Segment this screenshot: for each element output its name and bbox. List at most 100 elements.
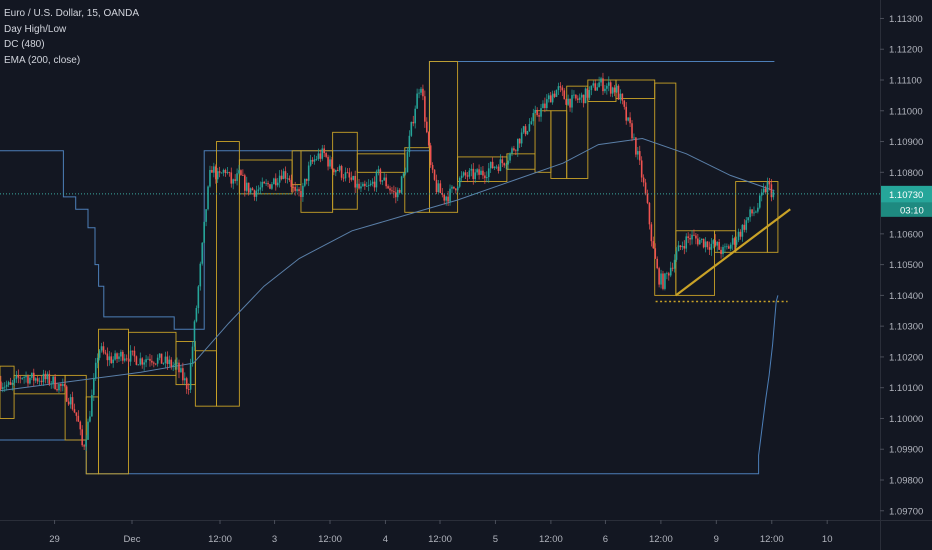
candle-body xyxy=(416,93,418,109)
candle-body xyxy=(29,377,31,384)
candle-body xyxy=(199,263,202,287)
candle-body xyxy=(418,92,420,94)
candle-body xyxy=(73,409,76,413)
candle-body xyxy=(582,94,585,104)
day-box xyxy=(128,331,177,376)
candle-body xyxy=(174,363,176,366)
x-tick-label: 12:00 xyxy=(318,534,342,545)
candle-body xyxy=(460,175,463,178)
candle-body xyxy=(383,177,386,181)
candle-body xyxy=(350,177,353,180)
candle-body xyxy=(83,445,85,447)
candle-body xyxy=(540,108,542,117)
candle-body xyxy=(739,231,742,237)
countdown-bg xyxy=(881,202,932,217)
y-tick-label: 1.10800 xyxy=(889,168,923,179)
candle-body xyxy=(87,421,89,440)
candle-body xyxy=(36,378,39,382)
x-tick-label: 12:00 xyxy=(649,534,673,545)
candle-body xyxy=(524,126,527,135)
candle-body xyxy=(23,377,25,379)
legend-study-ema[interactable]: EMA (200, close) xyxy=(4,54,81,66)
candle-body xyxy=(542,103,544,109)
candle-body xyxy=(638,151,641,161)
y-tick-label: 1.11000 xyxy=(889,106,923,117)
candle-body xyxy=(648,202,651,225)
candle-body xyxy=(466,175,469,177)
candle-body xyxy=(652,241,655,249)
candle-body xyxy=(149,358,151,361)
candle-body xyxy=(273,178,275,185)
candle-body xyxy=(240,170,242,176)
candle-body xyxy=(588,90,591,98)
candle-body xyxy=(733,238,736,245)
candle-body xyxy=(685,236,688,249)
candle-body xyxy=(689,237,691,240)
candle-body xyxy=(135,356,138,365)
candle-body xyxy=(435,179,438,193)
candle-body xyxy=(681,246,684,248)
candle-body xyxy=(0,381,2,389)
candle-body xyxy=(154,363,157,365)
legend-study-donchian[interactable]: DC (480) xyxy=(4,39,45,50)
candle-body xyxy=(79,421,82,430)
candle-body xyxy=(354,175,356,188)
candle-body xyxy=(226,172,229,174)
candle-body xyxy=(298,189,300,192)
candle-body xyxy=(389,188,391,191)
candle-body xyxy=(234,179,236,181)
candle-body xyxy=(245,182,248,191)
candle-body xyxy=(302,185,304,197)
candle-body xyxy=(455,188,457,191)
candle-body xyxy=(664,273,666,289)
candle-body xyxy=(714,240,717,246)
candle-body xyxy=(114,353,116,360)
candle-body xyxy=(257,189,260,191)
candle-body xyxy=(56,388,58,391)
legend-study-day-high-low[interactable]: Day High/Low xyxy=(4,23,67,35)
candle-body xyxy=(606,85,608,89)
candle-body xyxy=(63,384,66,387)
candle-body xyxy=(331,159,333,169)
candle-body xyxy=(187,388,190,390)
candle-body xyxy=(586,88,589,98)
candle-body xyxy=(491,161,494,169)
candle-body xyxy=(147,358,149,360)
y-tick-label: 1.10200 xyxy=(889,352,923,363)
candle-body xyxy=(364,183,366,187)
candle-body xyxy=(426,121,428,133)
candle-body xyxy=(255,190,258,197)
candle-body xyxy=(656,258,658,269)
candle-body xyxy=(702,238,705,248)
candle-body xyxy=(54,376,56,389)
candle-body xyxy=(216,171,219,180)
candle-body xyxy=(34,378,37,381)
candle-body xyxy=(530,121,533,125)
candle-body xyxy=(520,132,523,144)
drawings[interactable] xyxy=(0,193,880,303)
candle-body xyxy=(650,224,653,242)
day-box xyxy=(0,365,15,419)
candle-body xyxy=(307,165,310,181)
candle-body xyxy=(604,88,606,92)
day-box xyxy=(98,328,129,475)
candle-body xyxy=(629,117,631,124)
candle-body xyxy=(700,238,703,240)
candle-body xyxy=(669,267,672,276)
candle-body xyxy=(706,241,709,248)
candle-body xyxy=(760,192,763,196)
candle-body xyxy=(360,186,362,189)
candle-body xyxy=(207,186,209,210)
candle-body xyxy=(567,98,569,105)
y-tick-label: 1.10400 xyxy=(889,291,923,302)
candle-body xyxy=(427,132,430,146)
candle-body xyxy=(335,170,337,173)
x-tick-label: 29 xyxy=(49,534,60,545)
legend-symbol[interactable]: Euro / U.S. Dollar, 15, OANDA xyxy=(4,8,140,19)
day-box xyxy=(291,150,302,186)
candle-body xyxy=(98,350,101,358)
candle-body xyxy=(695,235,697,239)
candle-body xyxy=(753,212,755,214)
day-box xyxy=(550,110,568,179)
